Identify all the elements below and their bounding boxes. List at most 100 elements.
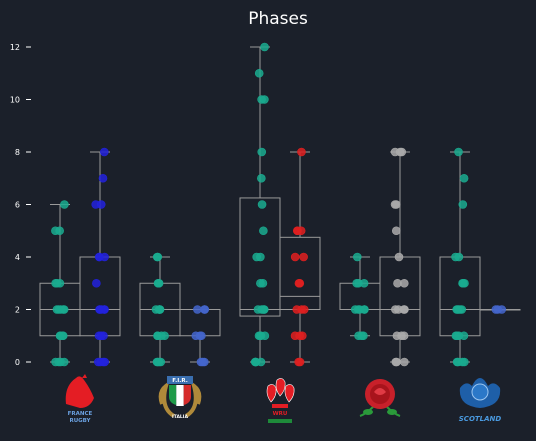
data-point: [156, 357, 166, 367]
team-group-scotland: [439, 147, 521, 367]
leaf-icon: [363, 409, 373, 415]
data-point: [293, 226, 302, 236]
y-tick-label: 8: [15, 148, 20, 157]
data-point: [399, 305, 409, 314]
box-series: [239, 42, 281, 367]
data-point: [99, 331, 108, 341]
data-point: [391, 305, 400, 314]
data-point: [354, 331, 363, 341]
box-series: [39, 200, 81, 367]
data-point: [394, 252, 404, 262]
data-point: [252, 252, 261, 262]
logo-text: WRU: [273, 411, 288, 417]
data-point: [55, 331, 65, 341]
box-series: [279, 147, 321, 367]
data-point: [260, 42, 269, 52]
rose-petal-icon: [374, 388, 386, 395]
y-tick-label: 6: [15, 201, 20, 210]
data-point: [55, 278, 65, 288]
data-point: [292, 305, 302, 314]
shield-top-icon: [167, 376, 193, 384]
iqr-box: [339, 282, 381, 310]
laurel-right-icon: [184, 380, 202, 418]
iqr-box: [379, 256, 421, 337]
logo-text: SCOTLAND: [459, 415, 502, 423]
data-point: [459, 331, 469, 341]
data-point: [391, 200, 401, 209]
logo-text: ITALIA: [172, 414, 188, 420]
y-tick-label: 10: [10, 96, 20, 105]
data-point: [400, 357, 409, 367]
data-point: [152, 252, 162, 262]
logo-italy: F.I.R. ITALIA: [158, 376, 202, 420]
data-point: [399, 278, 409, 288]
data-point: [254, 68, 264, 78]
y-tick-label: 4: [15, 253, 20, 262]
data-point: [290, 252, 300, 262]
feather-icon: [266, 384, 277, 403]
data-point: [193, 305, 202, 314]
data-point: [154, 278, 163, 288]
data-point: [297, 147, 306, 157]
data-point: [91, 200, 101, 209]
box-series: [379, 147, 421, 367]
data-point: [98, 357, 108, 367]
data-point: [52, 305, 62, 314]
data-point: [200, 305, 210, 314]
team-group-italy: [139, 252, 221, 367]
data-point: [454, 305, 464, 314]
logo-text: FRANCE: [68, 411, 93, 417]
feather-icon: [284, 384, 295, 403]
comb-icon: [82, 374, 87, 378]
logo-england: [359, 379, 401, 417]
data-point: [290, 331, 300, 341]
leaf-icon: [387, 409, 397, 415]
data-point: [454, 147, 463, 157]
data-point: [352, 252, 362, 262]
data-point: [256, 357, 266, 367]
box-series: [339, 252, 381, 341]
laurel-left-icon: [158, 380, 176, 418]
thistle-head-icon: [471, 383, 489, 401]
data-point: [295, 278, 305, 288]
team-group-wales: [239, 42, 321, 367]
data-point: [458, 278, 467, 288]
data-point: [458, 200, 468, 209]
data-point: [390, 147, 400, 157]
data-point: [195, 331, 205, 341]
team-group-england: [339, 147, 421, 367]
y-axis: 0 2 4 6 8 10 12: [10, 43, 31, 367]
flag-green-icon: [169, 385, 177, 405]
data-point: [257, 147, 267, 157]
y-tick-label: 2: [15, 306, 20, 315]
data-point: [153, 331, 162, 341]
data-point: [94, 252, 104, 262]
feather-icon: [275, 378, 286, 397]
coronet-icon: [272, 404, 288, 408]
data-point: [397, 331, 406, 341]
logo-wales: WRU: [266, 378, 295, 423]
box-groups: [39, 42, 521, 367]
data-point: [258, 278, 268, 288]
banner-icon: [268, 419, 292, 423]
data-point: [98, 173, 108, 183]
box-series: [479, 305, 521, 314]
data-point: [452, 357, 462, 367]
logo-text: F.I.R.: [172, 378, 188, 384]
data-point: [257, 200, 267, 209]
rooster-icon: [65, 376, 94, 408]
data-point: [259, 226, 268, 236]
y-tick-label: 0: [15, 358, 20, 367]
data-point: [299, 252, 308, 262]
team-group-france: [39, 147, 121, 367]
data-point: [459, 173, 469, 183]
data-point: [257, 95, 266, 104]
data-point: [51, 226, 60, 236]
data-point: [460, 357, 469, 367]
logo-text: RUGBY: [69, 418, 91, 424]
data-point: [392, 357, 401, 367]
box-series: [439, 147, 481, 367]
